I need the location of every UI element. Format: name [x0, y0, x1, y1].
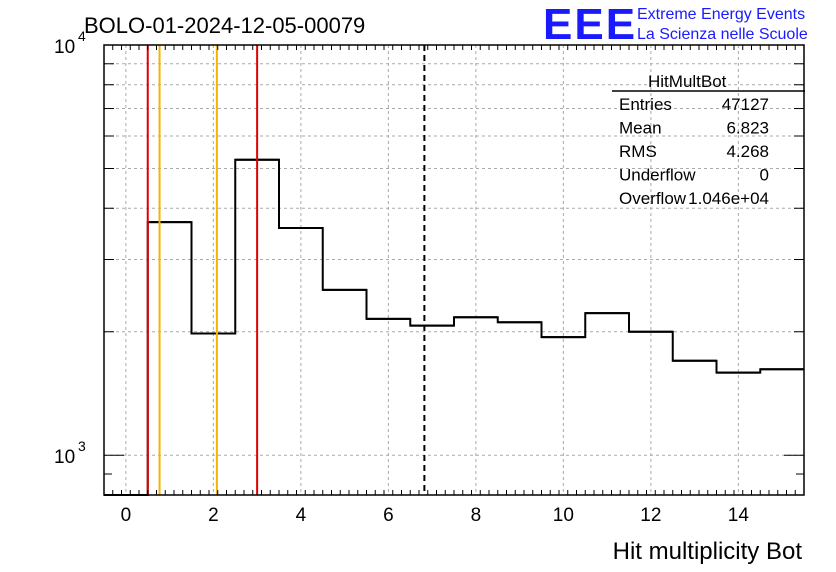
stats-value: 1.046e+04 [688, 189, 769, 208]
stats-value: 47127 [722, 95, 769, 114]
x-tick-label: 0 [121, 505, 132, 526]
stats-value: 0 [760, 166, 769, 185]
stats-label: Underflow [619, 166, 696, 185]
histogram-outline [104, 158, 804, 496]
stats-label: Overflow [619, 189, 687, 208]
y-tick-label-exponent: 4 [78, 28, 86, 44]
x-tick-label: 2 [208, 505, 219, 526]
x-tick-label: 4 [296, 505, 307, 526]
eee-logo: EEE Extreme Energy Events La Scienza nel… [543, 0, 808, 49]
logo-line-2: La Scienza nelle Scuole [637, 26, 808, 43]
stats-label: Entries [619, 95, 672, 114]
stats-label: Mean [619, 119, 662, 138]
x-tick-label: 10 [553, 505, 574, 526]
x-tick-label: 8 [471, 505, 482, 526]
stats-box: HitMultBot Entries 47127 Mean 6.823 RMS 4.268… [612, 72, 805, 208]
x-tick-label: 14 [728, 505, 750, 526]
stats-value: 4.268 [726, 142, 769, 161]
y-tick-label: 10 [54, 37, 75, 58]
chart-title: BOLO-01-2024-12-05-00079 [84, 13, 365, 38]
plot-frame [103, 44, 805, 496]
x-axis-label: Hit multiplicity Bot [613, 538, 803, 565]
y-tick-label-exponent: 3 [78, 438, 86, 454]
stats-title: HitMultBot [648, 72, 727, 91]
y-tick-label: 10 [54, 447, 75, 468]
x-tick-label: 12 [640, 505, 661, 526]
stats-label: RMS [619, 142, 657, 161]
stats-value: 6.823 [726, 119, 769, 138]
logo-line-1: Extreme Energy Events [637, 6, 805, 23]
x-tick-label: 6 [383, 505, 394, 526]
eee-logo-mark: EEE [543, 0, 637, 49]
